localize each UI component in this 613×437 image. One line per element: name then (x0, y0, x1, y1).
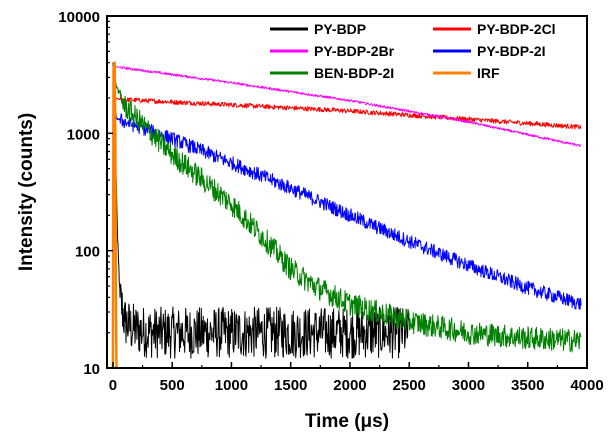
legend-label: BEN-BDP-2I (314, 65, 394, 81)
x-tick-label: 0 (109, 377, 117, 394)
series-line-py-bdp-2br (112, 62, 582, 148)
y-tick-label: 100 (75, 244, 100, 261)
y-axis-label: Intensity (counts) (16, 113, 37, 271)
legend-label: PY-BDP (314, 21, 366, 37)
x-tick-label: 2000 (333, 377, 366, 394)
y-tick-label: 10 (83, 361, 100, 378)
legend-label: PY-BDP-2Br (314, 43, 395, 59)
x-tick-label: 4000 (570, 377, 603, 394)
legend: PY-BDP PY-BDP-2Cl PY-BDP-2Br PY-BDP-2I BEN-B… (270, 21, 556, 81)
series-line-ben-bdp-2i (112, 62, 582, 353)
legend-label: PY-BDP-2Cl (477, 21, 556, 37)
legend-label: PY-BDP-2I (477, 43, 545, 59)
y-tick-label: 10000 (58, 9, 100, 26)
x-tick-label: 500 (160, 377, 185, 394)
series-layer (111, 61, 582, 368)
plot-frame (106, 15, 588, 369)
x-tick-label: 3000 (452, 377, 485, 394)
series-line-py-bdp-2cl (112, 62, 582, 130)
x-tick-label: 1000 (215, 377, 248, 394)
legend-label: IRF (477, 65, 500, 81)
x-tick-label: 2500 (393, 377, 426, 394)
x-tick-label: 1500 (274, 377, 307, 394)
y-tick-label: 1000 (67, 126, 100, 143)
x-tick-label: 3500 (511, 377, 544, 394)
series-line-irf (111, 61, 118, 368)
x-axis-label: Time (μs) (305, 411, 389, 432)
series-line-py-bdp-2i (112, 62, 582, 310)
series-line-py-bdp (112, 62, 410, 359)
axis-ticks: 0 500 1000 1500 2000 2500 3000 3500 4000 10 100 100… (58, 9, 603, 394)
